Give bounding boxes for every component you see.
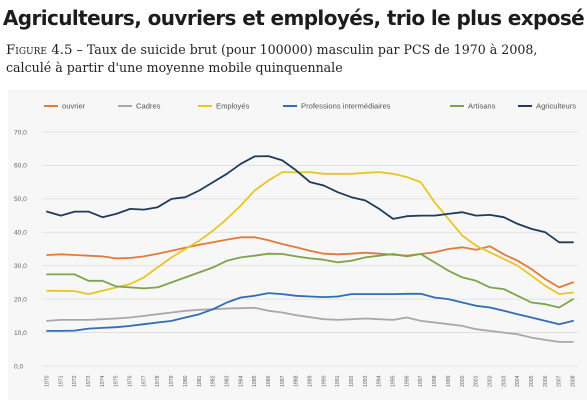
- y-tick-label: 0,0: [14, 363, 23, 370]
- x-tick-label: 1974: [100, 375, 106, 387]
- caption-text: – Taux de suicide brut (pour 100000) mas…: [6, 42, 538, 75]
- x-tick-label: 1993: [363, 375, 369, 387]
- series-line: [46, 155, 574, 244]
- chart-panel: 0,0 10,0 20,0 30,0 40,0 50,0 60,0 70,0 1970 1971 1…: [8, 90, 587, 400]
- headline: Agriculteurs, ouvriers et employés, trio…: [2, 6, 585, 30]
- x-tick-label: 1992: [349, 375, 355, 387]
- x-tick-label: 1996: [404, 375, 410, 387]
- x-tick-label: 2000: [460, 375, 466, 387]
- x-tick-label: 1981: [197, 375, 203, 387]
- x-tick-label: 1978: [155, 375, 161, 387]
- x-tick-label: 2002: [487, 375, 493, 387]
- series-line: [46, 171, 574, 295]
- x-tick-label: 2008: [571, 375, 577, 387]
- x-tick-label: 1988: [294, 375, 300, 387]
- x-tick-label: 1971: [58, 375, 64, 387]
- x-tick-label: 1972: [72, 375, 78, 387]
- x-tick-label: 1982: [211, 375, 217, 387]
- x-tick-label: 1998: [432, 375, 438, 387]
- x-tick-label: 2001: [474, 375, 480, 387]
- x-tick-label: 2006: [543, 375, 549, 387]
- x-tick-label: 2004: [515, 375, 521, 387]
- legend-label: Cadres: [136, 102, 161, 111]
- series-line: [46, 236, 574, 289]
- x-tick-label: 1999: [446, 375, 452, 387]
- x-tick-label: 1983: [224, 375, 230, 387]
- x-tick-label: 1987: [280, 375, 286, 387]
- x-tick-label: 1973: [86, 375, 92, 387]
- x-tick-label: 1989: [308, 375, 314, 387]
- x-tick-label: 2003: [501, 375, 507, 387]
- x-tick-label: 1991: [335, 375, 341, 387]
- legend-label: Artisans: [468, 102, 496, 111]
- x-tick-label: 1990: [321, 375, 327, 387]
- figure-label: Figure 4.5: [6, 43, 73, 58]
- x-tick-label: 1976: [128, 375, 134, 387]
- line-chart: 0,0 10,0 20,0 30,0 40,0 50,0 60,0 70,0 1970 1971 1…: [14, 102, 578, 387]
- figure-caption: Figure 4.5 – Taux de suicide brut (pour …: [6, 41, 582, 76]
- x-tick-label: 1975: [114, 375, 120, 387]
- legend-label: Agriculteurs: [536, 102, 576, 111]
- x-tick-label: 1985: [252, 375, 258, 387]
- y-tick-label: 10,0: [14, 330, 27, 337]
- x-tick-label: 2005: [529, 375, 535, 387]
- x-tick-label: 1986: [266, 375, 272, 387]
- x-tick-label: 1980: [183, 375, 189, 387]
- x-tick-label: 1997: [418, 375, 424, 387]
- legend-label: Professions intermédiaires: [301, 102, 391, 111]
- y-tick-label: 30,0: [14, 263, 27, 270]
- series-line: [46, 292, 574, 332]
- x-tick-label: 1984: [238, 375, 244, 387]
- legend-label: ouvrier: [62, 102, 86, 111]
- x-tick-label: 1995: [391, 375, 397, 387]
- series-line: [46, 306, 574, 343]
- y-tick-label: 20,0: [14, 296, 27, 303]
- x-tick-label: 1979: [169, 375, 175, 387]
- x-tick-label: 1994: [377, 375, 383, 387]
- x-tick-label: 1977: [141, 375, 147, 387]
- y-tick-label: 50,0: [14, 196, 27, 203]
- series-line: [46, 252, 574, 309]
- y-tick-label: 40,0: [14, 230, 27, 237]
- x-tick-label: 1970: [45, 375, 51, 387]
- y-tick-label: 70,0: [14, 129, 27, 136]
- y-tick-label: 60,0: [14, 163, 27, 170]
- x-tick-label: 2007: [557, 375, 563, 387]
- legend-label: Employés: [216, 102, 250, 111]
